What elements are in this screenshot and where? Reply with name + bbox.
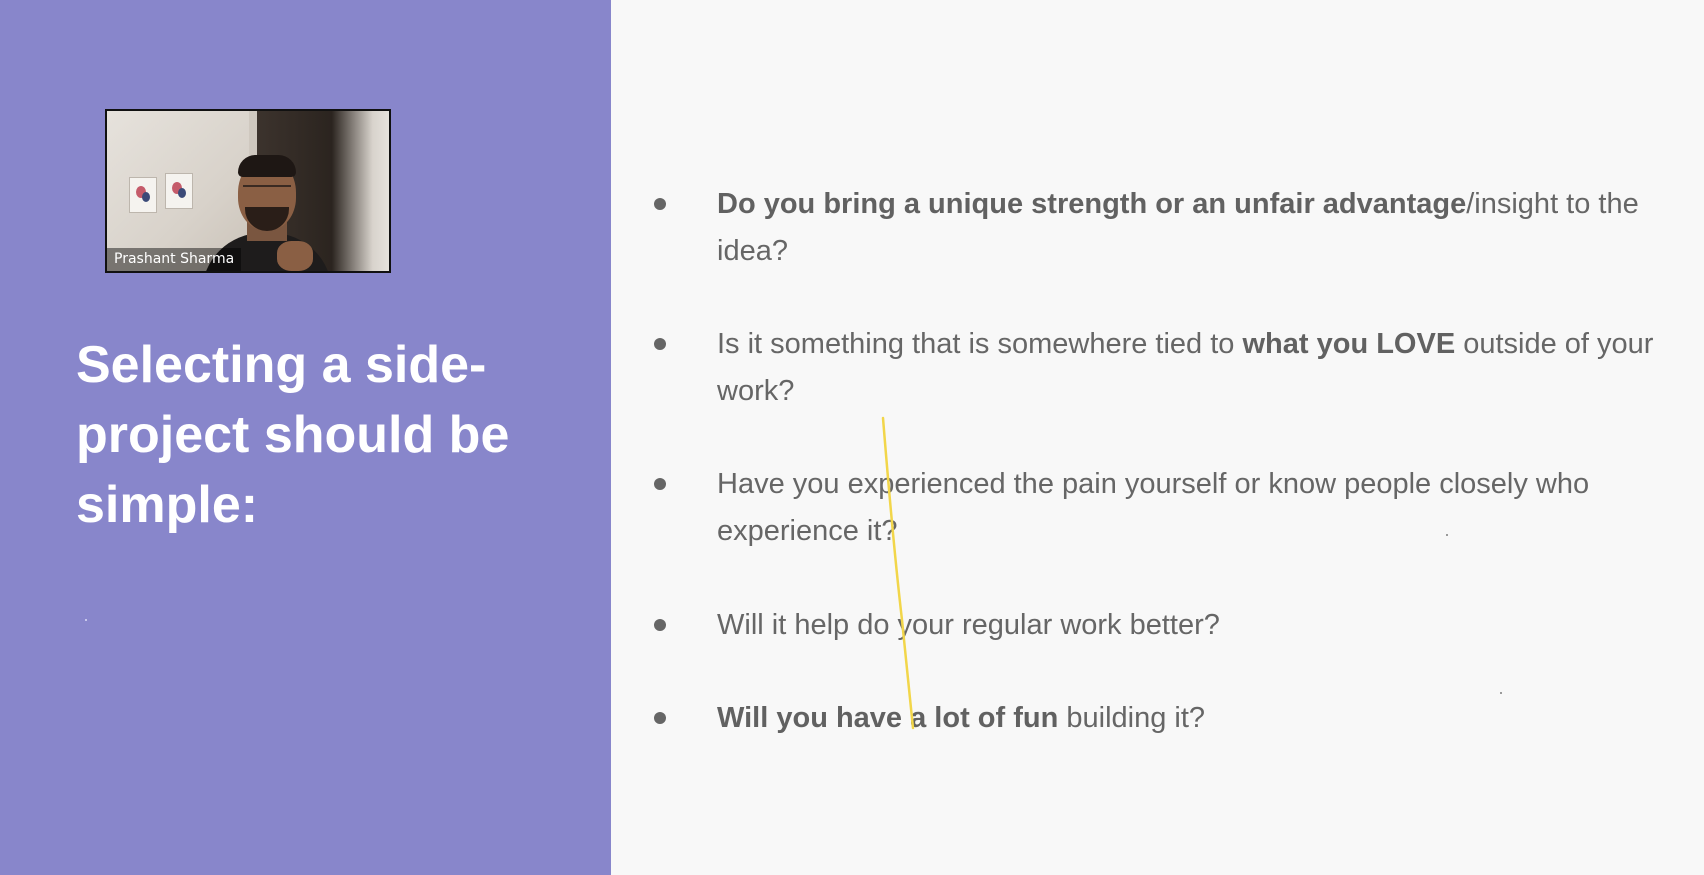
bullet-text: Will it help do your regular work better… [717,609,1220,641]
bullet-emphasis: Do you bring a unique strength or an unf… [717,188,1467,220]
wall-art-left [129,177,157,213]
participant-hand [277,241,313,271]
wall-art-right [165,173,193,209]
participant-video-tile[interactable]: Prashant Sharma [105,109,391,273]
participant-glasses [243,185,291,197]
bullet-segment: building it? [1058,702,1206,734]
bullet-text: Do you bring a unique strength or an unf… [717,188,1639,267]
bullet-dot-icon [654,619,666,631]
dust-speck [1500,692,1502,694]
bullet-segment: Will it help do your regular work better… [717,609,1220,641]
dust-speck [1446,534,1448,536]
bullet-dot-icon [654,338,666,350]
slide-right-panel [611,0,1704,875]
bullet-item: Have you experienced the pain yourself o… [654,461,1687,555]
bullet-dot-icon [654,198,666,210]
participant-name-label: Prashant Sharma [107,248,242,271]
bullet-text: Will you have a lot of fun building it? [717,702,1205,734]
bullet-segment: Is it something that is somewhere tied t… [717,328,1243,360]
dust-speck [85,619,87,621]
bullet-text: Have you experienced the pain yourself o… [717,468,1589,547]
bullet-emphasis: Will you have a lot of fun [717,702,1059,734]
participant-hair [238,155,296,177]
bullet-item: Will it help do your regular work better… [654,602,1687,649]
bullet-segment: /insight to the idea? [717,188,1639,267]
bullet-item: Will you have a lot of fun building it? [654,695,1687,742]
bullet-dot-icon [654,712,666,724]
bullet-emphasis: what you LOVE [1242,328,1456,360]
slide-title: Selecting a side-project should be simpl… [76,336,510,534]
bullet-text: Is it something that is somewhere tied t… [717,328,1653,407]
bullet-segment: Have you experienced the pain yourself o… [717,468,1590,547]
bullet-dot-icon [654,478,666,490]
bullet-item: Do you bring a unique strength or an unf… [654,181,1687,275]
slide-left-panel: Prashant Sharma Selecting a side-project… [0,0,611,875]
bullet-item: Is it something that is somewhere tied t… [654,321,1687,415]
bullet-segment: outside of your work? [717,328,1654,407]
